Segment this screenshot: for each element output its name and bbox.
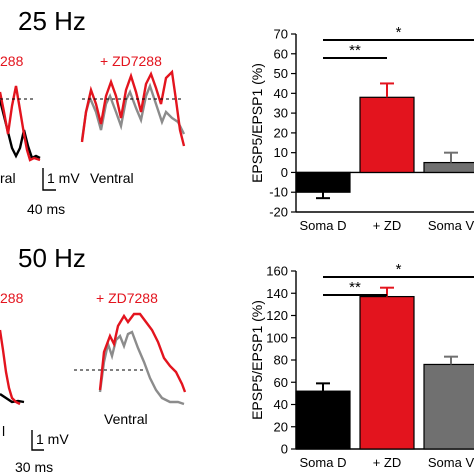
significance-label: ** xyxy=(349,42,361,59)
y-tick-label: 20 xyxy=(274,125,288,140)
trace-left-red xyxy=(0,85,41,162)
y-tick-label: -20 xyxy=(269,205,288,220)
trace-right-gray xyxy=(80,82,186,141)
y-tick-label: 40 xyxy=(274,397,288,412)
y-tick-label: 40 xyxy=(274,86,288,101)
scale-bar-voltage: 1 mV xyxy=(36,431,69,447)
y-tick-label: 10 xyxy=(274,145,288,160)
trace-right-red xyxy=(98,312,187,393)
significance-label: * xyxy=(396,24,402,41)
y-tick-label: 70 xyxy=(274,27,288,42)
trace-right-gray xyxy=(98,330,185,406)
bar xyxy=(359,96,415,174)
y-tick-label: 160 xyxy=(266,264,288,279)
y-tick-label: 120 xyxy=(266,308,288,323)
trace-left-black xyxy=(0,393,25,404)
y-tick-label: 30 xyxy=(274,106,288,121)
scale-bar-voltage: 1 mV xyxy=(47,170,80,186)
panel-25hz: 25 Hz 288 + ZD7288 ral Ventral 1 mV 40 m… xyxy=(0,6,186,217)
significance-label: ** xyxy=(349,279,361,296)
category-label: + ZD xyxy=(373,455,402,470)
y-tick-label: 140 xyxy=(266,286,288,301)
bar-chart-25hz: -20 -10 0 10 20 30 40 50 60 70 EPSP5/EPSP1 (%) Soma… xyxy=(249,24,474,233)
bar xyxy=(295,390,351,450)
trace-right-red xyxy=(80,69,186,147)
scale-bar-time: 30 ms xyxy=(15,459,53,474)
trace-left-red xyxy=(0,329,21,406)
category-label: + ZD xyxy=(373,218,402,233)
drug-label-right: + ZD7288 xyxy=(100,53,162,69)
scale-bar-time: 40 ms xyxy=(27,201,65,217)
y-tick-label: -10 xyxy=(269,185,288,200)
y-tick-label: 0 xyxy=(281,165,288,180)
bar xyxy=(423,161,474,174)
bar xyxy=(423,363,474,450)
bar xyxy=(295,171,351,193)
panel-50hz: 50 Hz 288 + ZD7288 l Ventral 1 mV 30 ms xyxy=(0,243,187,474)
y-axis-label: EPSP5/EPSP1 (%) xyxy=(249,300,265,420)
trace-label-left: l xyxy=(2,423,5,439)
y-tick-label: 60 xyxy=(274,46,288,61)
y-tick-label: 20 xyxy=(274,419,288,434)
trace-label-right: Ventral xyxy=(104,411,148,427)
scale-bar xyxy=(42,168,56,191)
bar-chart-50hz: 0 20 40 60 80 100 120 140 160 EPSP5/EPSP1 (%) Soma… xyxy=(249,261,474,470)
y-tick-label: 50 xyxy=(274,66,288,81)
drug-label-right: + ZD7288 xyxy=(96,290,158,306)
y-tick-label: 80 xyxy=(274,353,288,368)
category-label: Soma D xyxy=(300,455,347,470)
bar xyxy=(359,295,415,450)
panel-title: 50 Hz xyxy=(18,243,86,273)
y-tick-label: 60 xyxy=(274,375,288,390)
scale-bar xyxy=(31,430,44,451)
category-label: Soma V xyxy=(428,455,474,470)
category-label: Soma V xyxy=(428,218,474,233)
drug-label-left: 288 xyxy=(0,53,24,69)
trace-label-left: ral xyxy=(0,170,16,186)
significance-label: * xyxy=(396,261,402,278)
y-axis-label: EPSP5/EPSP1 (%) xyxy=(249,63,265,183)
y-tick-label: 100 xyxy=(266,330,288,345)
panel-title: 25 Hz xyxy=(18,6,86,36)
y-tick-label: 0 xyxy=(281,442,288,457)
trace-label-right: Ventral xyxy=(90,170,134,186)
category-label: Soma D xyxy=(300,218,347,233)
drug-label-left: 288 xyxy=(0,290,24,306)
